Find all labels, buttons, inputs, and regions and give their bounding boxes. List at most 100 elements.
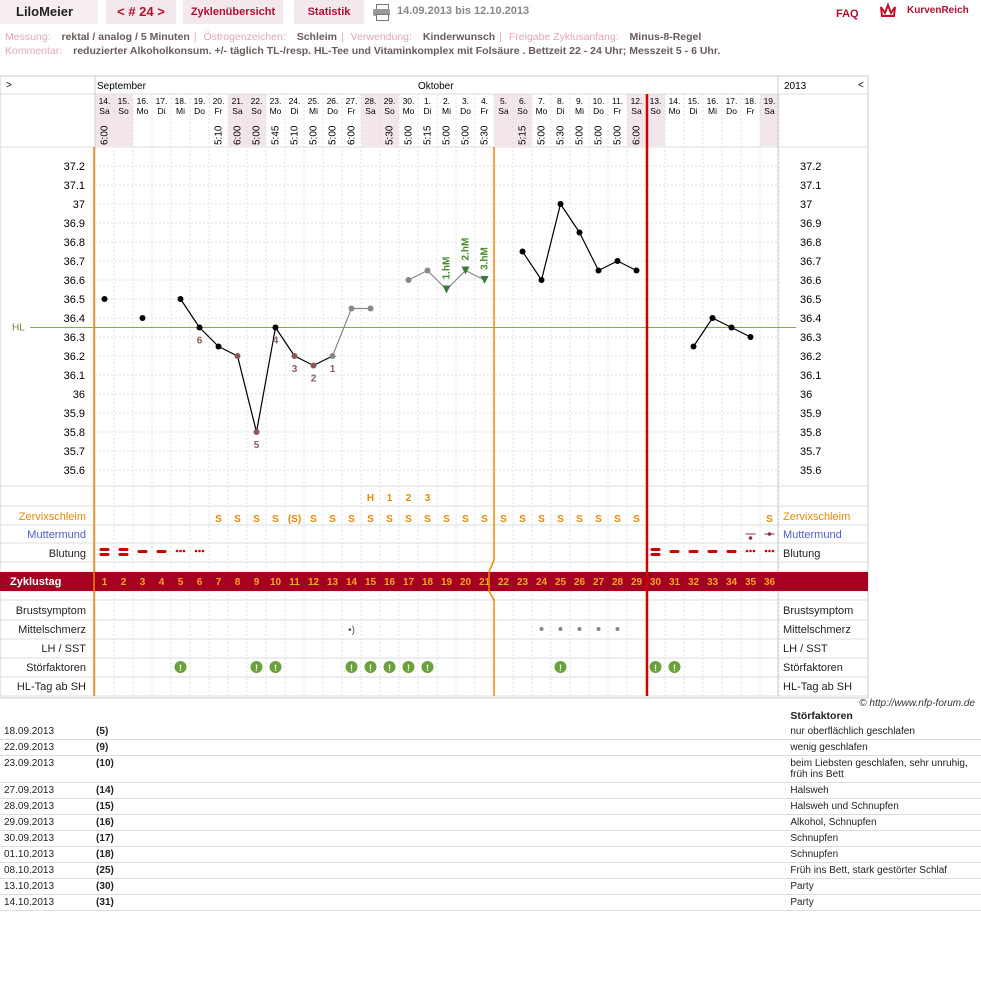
date-label: 13. [650,96,662,106]
date-label: 14. [99,96,111,106]
disturbance-icon-glyph: ! [350,663,353,673]
temperature-point [215,343,222,350]
mittelschmerz-dot [558,627,563,631]
cycle-day-number: 27 [593,577,605,588]
disturbance-icon [364,661,377,673]
bleeding-medium [688,550,699,553]
cycle-day-number: 35 [745,577,757,588]
temperature-point [253,429,260,435]
bleeding-light [749,549,752,553]
row-label-brust: Brustsymptom [16,605,86,617]
weekday-label: So [118,106,129,116]
note-text: Alkohol, Schnupfen [786,814,981,831]
note-row: 08.10.2013 (25) Früh ins Bett, stark gestö… [0,862,981,879]
cycle-day-number: 25 [555,577,567,588]
copyright[interactable]: © http://www.nfp-forum.de [859,698,975,709]
note-text: Schnupfen [786,846,981,863]
point-number: 4 [273,336,279,347]
disturbance-icon [174,661,187,673]
cervix-mark: S [595,514,602,525]
y-tick-label-left: 37.2 [64,161,85,173]
disturbance-icon-glyph: ! [426,663,429,673]
temperature-point [614,258,621,264]
point-number: 3 [292,364,298,375]
row-label-right-blutung: Blutung [783,548,820,560]
temperature-line-disturbed [331,308,353,357]
vertical-markers [93,94,649,696]
cycle-nav[interactable]: < # 24 > [106,0,176,24]
weekday-label: Fr [613,106,621,116]
y-tick-label-right: 35.7 [800,446,821,458]
date-label: 24. [289,96,301,106]
y-tick-label-right: 36.4 [800,313,821,325]
cervix-mark: S [766,514,773,525]
date-label: 16. [707,96,719,106]
weekday-label: Fr [480,106,488,116]
bleeding-heavy [650,553,661,556]
disturbance-icon [421,661,434,673]
brand-logo[interactable]: KurvenReich [907,5,969,16]
disturbance-notes: Störfaktoren 18.09.2013 (5) nur oberflächl… [0,708,981,911]
y-tick-label-right: 37.1 [800,180,821,192]
y-tick-label-right: 35.6 [800,465,821,477]
weekday-label: Sa [498,106,509,116]
note-row: 22.09.2013 (9) wenig geschlafen [0,739,981,756]
date-label: 19. [764,96,776,106]
cervix-mark: S [519,514,526,525]
faq-link[interactable]: FAQ [836,8,859,20]
tab-statistics[interactable]: Statistik [294,0,364,24]
temperature-point-higher [480,276,489,284]
cervix-mark: S [557,514,564,525]
time-label: 5:10 [214,125,225,145]
time-label: 5:00 [328,125,339,145]
temperature-plot: 6 5 4 3 2 1 1.hM 2.hM 3.hM [101,201,754,451]
cycle-day-number: 15 [365,577,377,588]
y-tick-label-left: 37 [73,199,85,211]
comment-value: reduzierter Alkoholkonsum. +/- täglich T… [73,45,721,57]
temperature-point [424,267,431,274]
date-label: 2. [443,96,450,106]
y-tick-label-left: 36.3 [64,332,85,344]
cervix-mark: S [462,514,469,525]
temperature-point [272,324,279,331]
y-tick-label-left: 35.6 [64,465,85,477]
time-label: 5:00 [442,125,453,145]
row-label-right-lh: LH / SST [783,643,828,655]
point-number: 2 [311,374,317,385]
time-label: 5:00 [309,125,320,145]
disturbance-icon-glyph: ! [274,663,277,673]
cycle-day-number: 19 [441,577,453,588]
y-tick-label-right: 35.8 [800,427,821,439]
separator: | [193,31,197,43]
note-row: 28.09.2013 (15) Halsweh und Schnupfen [0,798,981,815]
temperature-point [291,353,298,359]
usage-value: Kinderwunsch [422,31,496,43]
row-label-zervix: Zervixschleim [19,511,86,523]
disturbance-icon-glyph: ! [255,663,258,673]
bleeding-heavy [99,553,110,556]
temperature-line [712,317,732,329]
disturbance-icon-glyph: ! [673,663,676,673]
user-tab[interactable]: LiloMeier [0,0,98,24]
mittelschmerz-dot [577,627,582,631]
temperature-point [177,296,184,302]
note-text: Halsweh [786,782,981,799]
cycle-day-number: 1 [102,577,108,588]
y-tick-label-right: 37.2 [800,161,821,173]
bleeding-light [752,549,756,553]
weekend-shade [513,94,532,146]
y-tick-label-right: 35.9 [800,408,821,420]
row-label-stoer: Störfaktoren [26,662,86,674]
temperature-line [313,355,333,367]
cycle-day-number: 14 [346,577,358,588]
date-label: 23. [270,96,282,106]
date-label: 6. [519,96,526,106]
temperature-point [367,305,374,312]
print-icon[interactable] [373,4,391,21]
weekend-shade [228,94,247,146]
bleeding-heavy [99,548,110,551]
temperature-point [557,201,564,207]
note-day: (9) [92,739,787,756]
tab-cycle-overview[interactable]: Zyklenübersicht [183,0,283,24]
disturbance-icon [269,661,282,673]
